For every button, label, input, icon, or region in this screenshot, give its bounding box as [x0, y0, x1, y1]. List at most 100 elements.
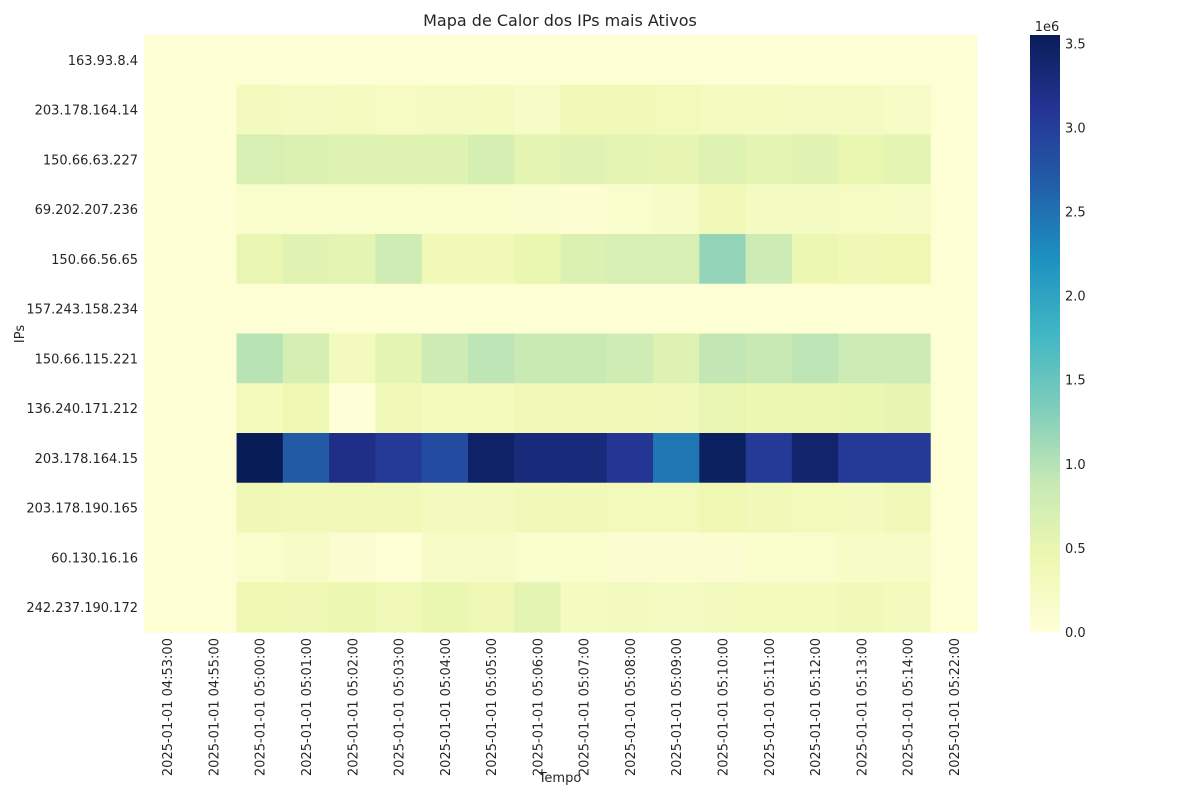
heatmap-cell — [236, 433, 284, 484]
heatmap-cell — [930, 582, 978, 633]
heatmap-cell — [699, 134, 747, 185]
heatmap-cell — [329, 84, 376, 136]
heatmap-cell — [375, 383, 423, 434]
heatmap-cell — [838, 582, 886, 633]
heatmap-cell — [930, 433, 978, 484]
heatmap-cell — [144, 482, 191, 534]
heatmap-cell — [514, 433, 562, 484]
heatmap-cell — [791, 482, 839, 534]
heatmap-cell — [653, 333, 700, 384]
x-tick-label: 2025-01-01 05:05:00 — [485, 638, 500, 776]
y-tick-label: 203.178.164.15 — [35, 452, 138, 467]
heatmap-cell — [282, 184, 330, 235]
heatmap-cell — [467, 482, 515, 534]
heatmap-cell — [375, 184, 423, 235]
x-tick-labels: 2025-01-01 04:53:00 2025-01-01 04:55:00 20… — [161, 638, 963, 776]
heatmap-cell — [745, 532, 793, 583]
x-tick-label: 2025-01-01 05:12:00 — [809, 638, 824, 776]
heatmap-cell — [514, 84, 562, 136]
x-tick-label: 2025-01-01 05:13:00 — [855, 638, 870, 776]
heatmap-cell — [467, 84, 515, 136]
heatmap-cell — [653, 134, 700, 185]
heatmap-cell — [699, 35, 747, 86]
heatmap-cell — [606, 84, 654, 136]
heatmap-cell — [606, 283, 654, 335]
heatmap-cell — [884, 234, 932, 285]
heatmap-cell — [514, 333, 562, 384]
heatmap-cell — [560, 333, 608, 384]
heatmap-cell — [745, 184, 793, 235]
heatmap-cell — [884, 84, 932, 136]
heatmap-cell — [606, 383, 654, 434]
y-tick-label: 150.66.56.65 — [51, 253, 138, 268]
heatmap-cell — [514, 35, 562, 86]
heatmap-cell — [560, 283, 608, 335]
heatmap-cell — [930, 482, 978, 534]
colorbar-tick-label: 2.0 — [1065, 290, 1086, 305]
heatmap-cell — [236, 35, 284, 86]
heatmap-cell — [791, 134, 839, 185]
heatmap-cell — [282, 333, 330, 384]
heatmap-cell — [884, 35, 932, 86]
chart-title: Mapa de Calor dos IPs mais Ativos — [423, 11, 697, 30]
heatmap-cell — [653, 283, 700, 335]
heatmap-cell — [699, 184, 747, 235]
heatmap-cell — [282, 532, 330, 583]
heatmap-cell — [606, 482, 654, 534]
heatmap-cell — [930, 84, 978, 136]
heatmap-cell — [653, 383, 700, 434]
heatmap-cell — [144, 383, 191, 434]
heatmap-cell — [282, 84, 330, 136]
heatmap-cell — [190, 283, 238, 335]
y-tick-labels: 163.93.8.4 203.178.164.14 150.66.63.227 69.… — [26, 54, 138, 616]
y-tick-label: 150.66.115.221 — [35, 352, 138, 367]
heatmap-cell — [699, 234, 747, 285]
heatmap-cell — [514, 234, 562, 285]
heatmap-cell — [653, 84, 700, 136]
heatmap-cell — [282, 433, 330, 484]
heatmap-cell — [421, 383, 469, 434]
heatmap-cell — [653, 433, 700, 484]
x-tick-label: 2025-01-01 05:02:00 — [346, 638, 361, 776]
heatmap-cell — [375, 333, 423, 384]
heatmap-cell — [282, 35, 330, 86]
x-tick-label: 2025-01-01 05:07:00 — [578, 638, 593, 776]
heatmap-cell — [745, 482, 793, 534]
heatmap-cell — [190, 482, 238, 534]
heatmap-cell — [236, 234, 284, 285]
heatmap-cell — [791, 234, 839, 285]
heatmap-cell — [467, 234, 515, 285]
heatmap-cell — [606, 532, 654, 583]
heatmap-cell — [884, 134, 932, 185]
heatmap-cell — [699, 283, 747, 335]
heatmap-cell — [144, 283, 191, 335]
heatmap-cell — [467, 582, 515, 633]
heatmap-cell — [838, 134, 886, 185]
heatmap-cell — [144, 134, 191, 185]
heatmap-cell — [653, 482, 700, 534]
heatmap-cell — [236, 134, 284, 185]
x-tick-label: 2025-01-01 05:08:00 — [624, 638, 639, 776]
x-tick-label: 2025-01-01 04:53:00 — [161, 638, 176, 776]
heatmap-cell — [653, 184, 700, 235]
heatmap-cell — [421, 582, 469, 633]
heatmap-cell — [838, 482, 886, 534]
heatmap-cell — [421, 482, 469, 534]
heatmap-cell — [745, 35, 793, 86]
heatmap-cell — [606, 433, 654, 484]
heatmap-cell — [190, 333, 238, 384]
colorbar-tick-label: 1.5 — [1065, 374, 1086, 389]
heatmap-cell — [838, 184, 886, 235]
heatmap-cell — [190, 35, 238, 86]
heatmap-cell — [144, 35, 191, 86]
heatmap-cell — [791, 433, 839, 484]
heatmap-cell — [791, 333, 839, 384]
heatmap-cell — [236, 333, 284, 384]
heatmap-cell — [375, 482, 423, 534]
heatmap-cell — [329, 283, 376, 335]
heatmap-cell — [930, 333, 978, 384]
heatmap-cell — [282, 383, 330, 434]
y-tick-label: 136.240.171.212 — [26, 402, 138, 417]
heatmap-cell — [236, 532, 284, 583]
